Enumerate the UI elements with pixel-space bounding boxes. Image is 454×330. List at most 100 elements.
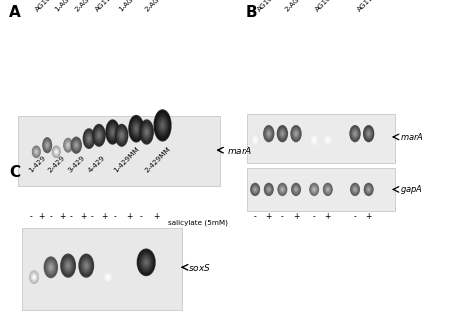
Ellipse shape [313,138,316,142]
Ellipse shape [95,128,103,142]
Ellipse shape [143,125,151,139]
Ellipse shape [279,185,286,193]
Ellipse shape [141,255,151,270]
Ellipse shape [254,139,256,141]
Text: 2-AG112: 2-AG112 [144,0,171,13]
Ellipse shape [105,274,111,280]
Ellipse shape [44,258,57,277]
Ellipse shape [250,133,260,147]
Ellipse shape [106,121,119,143]
Ellipse shape [87,135,91,143]
Ellipse shape [85,133,93,144]
Ellipse shape [47,261,55,273]
Ellipse shape [293,186,299,193]
Text: +: + [59,212,66,221]
Ellipse shape [32,146,41,158]
Ellipse shape [280,130,285,137]
Ellipse shape [312,186,316,192]
Ellipse shape [310,134,318,146]
Ellipse shape [325,185,331,193]
Ellipse shape [353,130,357,137]
Bar [22,228,182,310]
Text: -: - [114,212,117,221]
Ellipse shape [75,143,78,147]
Ellipse shape [295,187,297,191]
Ellipse shape [310,184,318,195]
Ellipse shape [74,141,79,149]
Ellipse shape [326,138,330,143]
Ellipse shape [353,131,357,136]
Ellipse shape [119,131,124,140]
Ellipse shape [291,125,302,142]
Ellipse shape [253,137,257,144]
Ellipse shape [266,186,271,192]
Ellipse shape [267,132,270,136]
Ellipse shape [254,188,257,191]
Ellipse shape [30,271,38,283]
Ellipse shape [366,186,371,192]
Ellipse shape [82,259,90,272]
Ellipse shape [156,113,169,138]
Ellipse shape [253,186,257,192]
Ellipse shape [110,127,115,137]
Ellipse shape [67,144,69,147]
Ellipse shape [265,128,273,140]
Ellipse shape [31,274,37,281]
Ellipse shape [351,128,359,140]
Ellipse shape [32,274,36,280]
Ellipse shape [29,270,39,284]
Ellipse shape [142,124,151,140]
Ellipse shape [84,263,88,268]
Ellipse shape [251,183,260,196]
Ellipse shape [81,258,91,273]
Ellipse shape [266,129,272,138]
Ellipse shape [56,151,57,153]
Ellipse shape [253,138,257,143]
Ellipse shape [159,119,166,132]
Ellipse shape [350,127,360,140]
Text: +: + [153,212,160,221]
Ellipse shape [353,186,357,192]
Ellipse shape [143,126,150,138]
Ellipse shape [88,136,90,141]
Ellipse shape [354,187,356,191]
Text: -: - [354,212,356,221]
Text: -: - [30,212,32,221]
Ellipse shape [66,263,70,268]
Text: AG100: AG100 [257,0,278,13]
Text: AG112: AG112 [356,0,378,13]
Ellipse shape [265,184,273,195]
Ellipse shape [118,128,126,142]
Text: C: C [9,165,20,180]
Ellipse shape [31,273,37,281]
Text: +: + [101,212,108,221]
Text: -: - [139,212,142,221]
Ellipse shape [84,131,94,146]
Ellipse shape [265,128,272,139]
Ellipse shape [160,120,165,130]
Ellipse shape [63,138,73,153]
Ellipse shape [65,141,71,150]
Ellipse shape [44,139,51,151]
Ellipse shape [93,125,105,146]
Ellipse shape [33,148,39,156]
Ellipse shape [128,115,144,143]
Ellipse shape [264,183,274,196]
Ellipse shape [365,184,372,195]
Ellipse shape [143,258,149,267]
Ellipse shape [43,138,52,153]
Ellipse shape [83,129,95,148]
Text: +: + [325,212,331,221]
Ellipse shape [354,132,356,136]
Ellipse shape [266,130,271,137]
Ellipse shape [324,134,332,146]
Ellipse shape [133,122,140,135]
Ellipse shape [365,129,372,138]
Ellipse shape [64,260,72,271]
Ellipse shape [65,141,71,149]
Ellipse shape [325,136,331,145]
Ellipse shape [143,257,150,268]
Text: AG100MK: AG100MK [315,0,344,13]
Ellipse shape [354,188,356,191]
Ellipse shape [278,128,286,140]
